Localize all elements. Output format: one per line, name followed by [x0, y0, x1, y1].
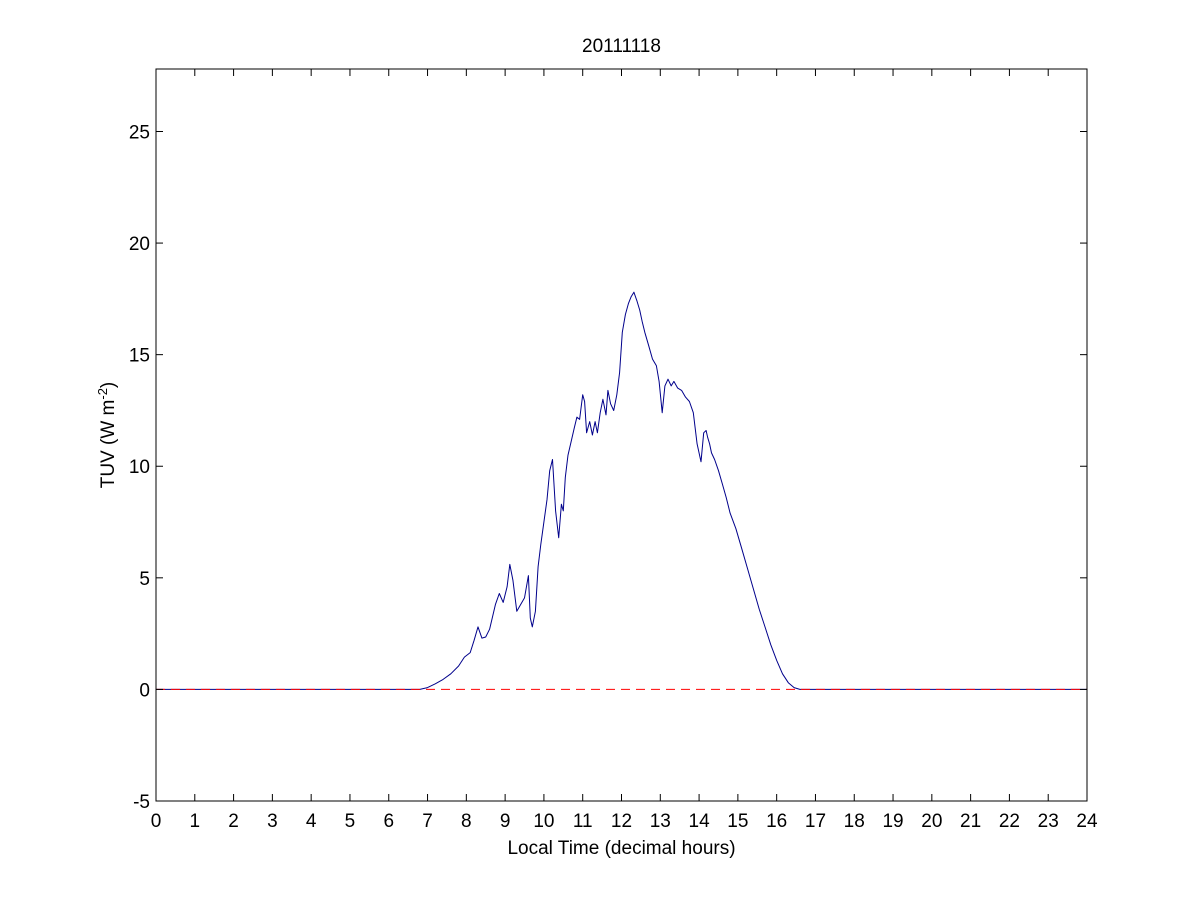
x-tick-label: 20 [921, 811, 942, 832]
y-axis-label: TUV (W m-2) [95, 382, 119, 489]
x-tick-label: 9 [500, 811, 511, 832]
y-tick-label: 25 [129, 122, 150, 143]
x-tick-label: 21 [960, 811, 981, 832]
x-tick-label: 17 [805, 811, 826, 832]
y-tick-label: -5 [133, 792, 150, 813]
y-tick-label: 5 [139, 569, 150, 590]
x-tick-label: 18 [844, 811, 865, 832]
x-tick-label: 0 [151, 811, 162, 832]
x-tick-label: 22 [999, 811, 1020, 832]
x-tick-label: 2 [228, 811, 239, 832]
series-layer [156, 291, 1087, 690]
x-axis-label: Local Time (decimal hours) [507, 838, 735, 859]
x-tick-label: 13 [650, 811, 671, 832]
x-tick-label: 24 [1076, 811, 1098, 832]
y-tick-label: 20 [129, 234, 150, 255]
tuv-series-line [156, 291, 1087, 690]
y-tick-label: 10 [129, 457, 150, 478]
x-tick-label: 5 [345, 811, 356, 832]
x-tick-label: 8 [461, 811, 472, 832]
x-tick-label: 3 [267, 811, 278, 832]
y-axis: -5 0 5 10 15 20 25 [129, 122, 1087, 813]
x-tick-label: 7 [422, 811, 433, 832]
x-tick-label: 19 [882, 811, 903, 832]
x-axis: 0 1 2 3 4 5 6 7 8 9 10 11 12 13 14 15 16 17 18 19 20 21 22 23 24 [151, 69, 1098, 832]
axes-frame [155, 68, 1088, 802]
x-tick-label: 15 [727, 811, 748, 832]
x-tick-label: 1 [190, 811, 201, 832]
x-tick-label: 4 [306, 811, 317, 832]
y-tick-label: 15 [129, 346, 150, 367]
y-axis-label-main: TUV (W m [98, 400, 119, 489]
x-tick-label: 10 [533, 811, 554, 832]
y-axis-label-close: ) [98, 382, 119, 388]
x-tick-label: 12 [611, 811, 632, 832]
y-tick-label: 0 [139, 680, 150, 701]
x-tick-label: 11 [573, 811, 593, 832]
x-tick-label: 16 [766, 811, 787, 832]
y-axis-label-superscript: -2 [95, 388, 110, 400]
x-tick-label: 23 [1038, 811, 1059, 832]
x-tick-label: 14 [689, 811, 711, 832]
chart-title: 20111118 [582, 36, 661, 57]
x-tick-label: 6 [383, 811, 394, 832]
